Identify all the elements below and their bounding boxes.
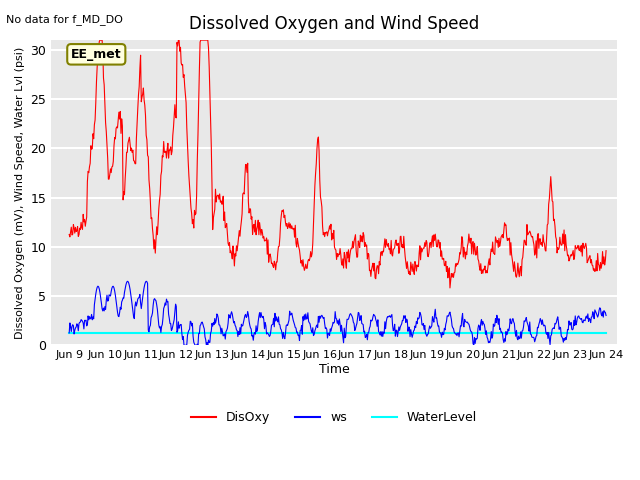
Text: No data for f_MD_DO: No data for f_MD_DO — [6, 14, 124, 25]
Title: Dissolved Oxygen and Wind Speed: Dissolved Oxygen and Wind Speed — [189, 15, 479, 33]
Y-axis label: Dissolved Oxygen (mV), Wind Speed, Water Lvl (psi): Dissolved Oxygen (mV), Wind Speed, Water… — [15, 47, 25, 339]
X-axis label: Time: Time — [319, 363, 349, 376]
Legend: DisOxy, ws, WaterLevel: DisOxy, ws, WaterLevel — [186, 407, 482, 430]
Text: EE_met: EE_met — [71, 48, 122, 61]
